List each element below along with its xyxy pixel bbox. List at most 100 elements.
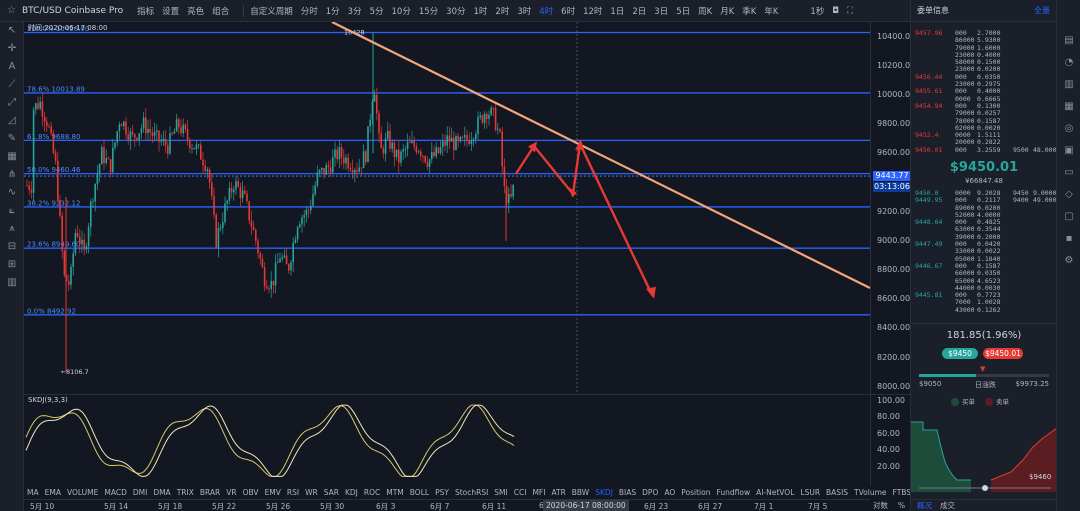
indicator-tab[interactable]: EMA [44,488,61,497]
pitchfork-icon[interactable]: ⋔ [7,169,17,180]
period-10m[interactable]: 10分 [391,6,411,17]
measure-icon[interactable]: ⊟ [7,241,17,252]
triangle-icon[interactable]: ◿ [8,115,16,126]
indicator-tab[interactable]: BRAR [199,488,221,497]
settings-icon[interactable]: ⚙ [1064,255,1074,266]
period-1d[interactable]: 1日 [610,6,625,17]
indicator-tab[interactable]: BOLL [409,488,430,497]
fib-grid-icon[interactable]: ▦ [7,151,17,162]
indicator-tab[interactable]: WR [305,488,318,497]
orderbook-row[interactable]: 79000 1.6000 [915,44,1069,52]
orderbook-row[interactable]: 58000 0.1500 [915,58,1069,66]
indicator-tab[interactable]: DMI [132,488,148,497]
orderbook-row[interactable]: 65000 4.6523 [915,277,1069,285]
alert-icon[interactable]: ◔ [1064,57,1074,68]
symbol-title[interactable]: BTC/USD Coinbase Pro [22,5,124,16]
cursor-icon[interactable]: ↖ [7,25,17,36]
crosshair-icon[interactable]: ✛ [7,43,17,54]
indicator-tab[interactable]: DPO [642,488,659,497]
trash-icon[interactable]: ▥ [7,277,17,288]
lock-icon[interactable]: ⊞ [7,259,17,270]
log-scale-button[interactable]: 对数 [873,500,888,510]
orderbook-row[interactable]: 66000 0.0350 [915,269,1069,277]
period-15m[interactable]: 15分 [418,6,439,17]
star-icon[interactable]: ☆ [7,5,16,16]
indicator-tab[interactable]: TRIX [176,488,194,497]
indicator-tab[interactable]: DMA [153,488,171,497]
pro-icon[interactable]: ▪ [1065,233,1073,244]
orderbook-row[interactable]: 9456.44 000 0.0350 [915,73,1069,81]
orderbook-row[interactable]: 9455.61 000 0.4000 [915,88,1069,96]
orderbook-row[interactable]: 79000 0.0257 [915,109,1069,117]
orderbook-row[interactable]: 7000 1.0028 [915,299,1069,307]
orderbook-row[interactable]: 23000 0.0200 [915,66,1069,74]
orderbook-row[interactable]: 43000 0.1262 [915,306,1069,314]
orderbook-row[interactable]: 9446.67 000 0.1587 [915,262,1069,270]
price-axis[interactable]: 9443.77 03:13:06 10400.00 10200.00 10000.0… [870,22,915,394]
indicator-tab[interactable]: BIAS [618,488,637,497]
date-axis[interactable]: 6/ 2020-06-17 08:00:00 5月 10 5月 14 5月 18 5月… [24,499,870,511]
indicator-tab[interactable]: Position [681,488,711,497]
news-icon[interactable]: ▭ [1064,167,1074,178]
orderbook-row[interactable]: 0000 0.6665 [915,95,1069,103]
refresh-rate[interactable]: 1秒 [810,6,825,17]
orderbook-row[interactable]: 86000 5.9300 [915,36,1069,44]
depth-slider-handle[interactable] [982,485,988,491]
screener-icon[interactable]: ▢ [1064,211,1074,222]
pattern-icon[interactable]: ⩚ [9,223,15,234]
data-window-icon[interactable]: ▦ [1064,101,1074,112]
period-30m[interactable]: 30分 [446,6,466,17]
orderbook-row[interactable]: 23000 0.2975 [915,80,1069,88]
indicator-tab[interactable]: FTBS [892,488,912,497]
indicator-tab[interactable]: PSY [435,488,449,497]
indicator-tab[interactable]: MTM [386,488,404,497]
indicator-tab[interactable]: BASIS [826,488,849,497]
period-year[interactable]: 年K [764,6,779,17]
wave-icon[interactable]: ∿ [7,187,17,198]
indicator-tab[interactable]: SMI [494,488,508,497]
period-6h[interactable]: 6时 [561,6,576,17]
indicator-tab[interactable]: MFI [532,488,546,497]
tab-trades[interactable]: 成交 [940,501,955,510]
indicator-tab[interactable]: Fundflow [716,488,751,497]
period-4h[interactable]: 4时 [539,6,554,17]
indicator-tab[interactable]: CCI [513,488,527,497]
orderbook-all-button[interactable]: 全量 [1034,6,1050,15]
indicator-tab[interactable]: AO [664,488,676,497]
chart-icon[interactable]: ▥ [1064,79,1074,90]
indicator-tab[interactable]: SKDJ [595,488,613,497]
period-1h[interactable]: 1时 [473,6,488,17]
indicator-tab[interactable]: LSUR [800,488,821,497]
period-month[interactable]: 月K [720,6,735,17]
orderbook-row[interactable]: 9450.0 0000 9.2028 9450 9.0000 [915,189,1069,197]
text-tool-icon[interactable]: A [8,61,16,72]
orderbook-row[interactable]: 9447.49 000 0.0420 [915,240,1069,248]
orderbook-row[interactable]: 9454.94 000 0.1300 [915,102,1069,110]
ask-price-button[interactable]: $9450.01 [983,348,1023,359]
orderbook-row[interactable]: 39000 0.2000 [915,233,1069,241]
tab-overview[interactable]: 概况 [917,501,932,510]
light-theme-button[interactable]: 亮色 [187,6,205,17]
period-2d[interactable]: 2日 [632,6,647,17]
ideas-icon[interactable]: ◇ [1065,189,1073,200]
bid-price-button[interactable]: $9450 [942,348,978,359]
orderbook-row[interactable]: 9449.95 000 0.2117 9400 49.000 [915,196,1069,204]
indicator-tab[interactable]: SAR [323,488,339,497]
orderbook-row[interactable]: 23000 0.4000 [915,51,1069,59]
indicator-tab[interactable]: BBW [571,488,590,497]
indicator-tab[interactable]: TVolume [854,488,887,497]
orderbook-row[interactable]: 33000 0.0022 [915,248,1069,256]
orderbook-row[interactable]: 9448.64 000 0.4825 [915,218,1069,226]
layout-button[interactable]: 组合 [212,6,230,17]
watchlist-icon[interactable]: ▤ [1064,35,1074,46]
indicator-tab[interactable]: RSI [286,488,300,497]
period-tick[interactable]: 分时 [300,6,318,17]
orderbook-row[interactable]: 20000 0.2822 [915,139,1069,147]
skdj-panel[interactable]: SKDJ(9,3,3) [24,394,870,486]
indicator-tab[interactable]: ATR [551,488,566,497]
orderbook-row[interactable]: 52000 4.0000 [915,211,1069,219]
indicator-tab[interactable]: EMV [264,488,281,497]
hotlist-icon[interactable]: ◎ [1064,123,1074,134]
custom-period-button[interactable]: 自定义周期 [250,6,293,17]
